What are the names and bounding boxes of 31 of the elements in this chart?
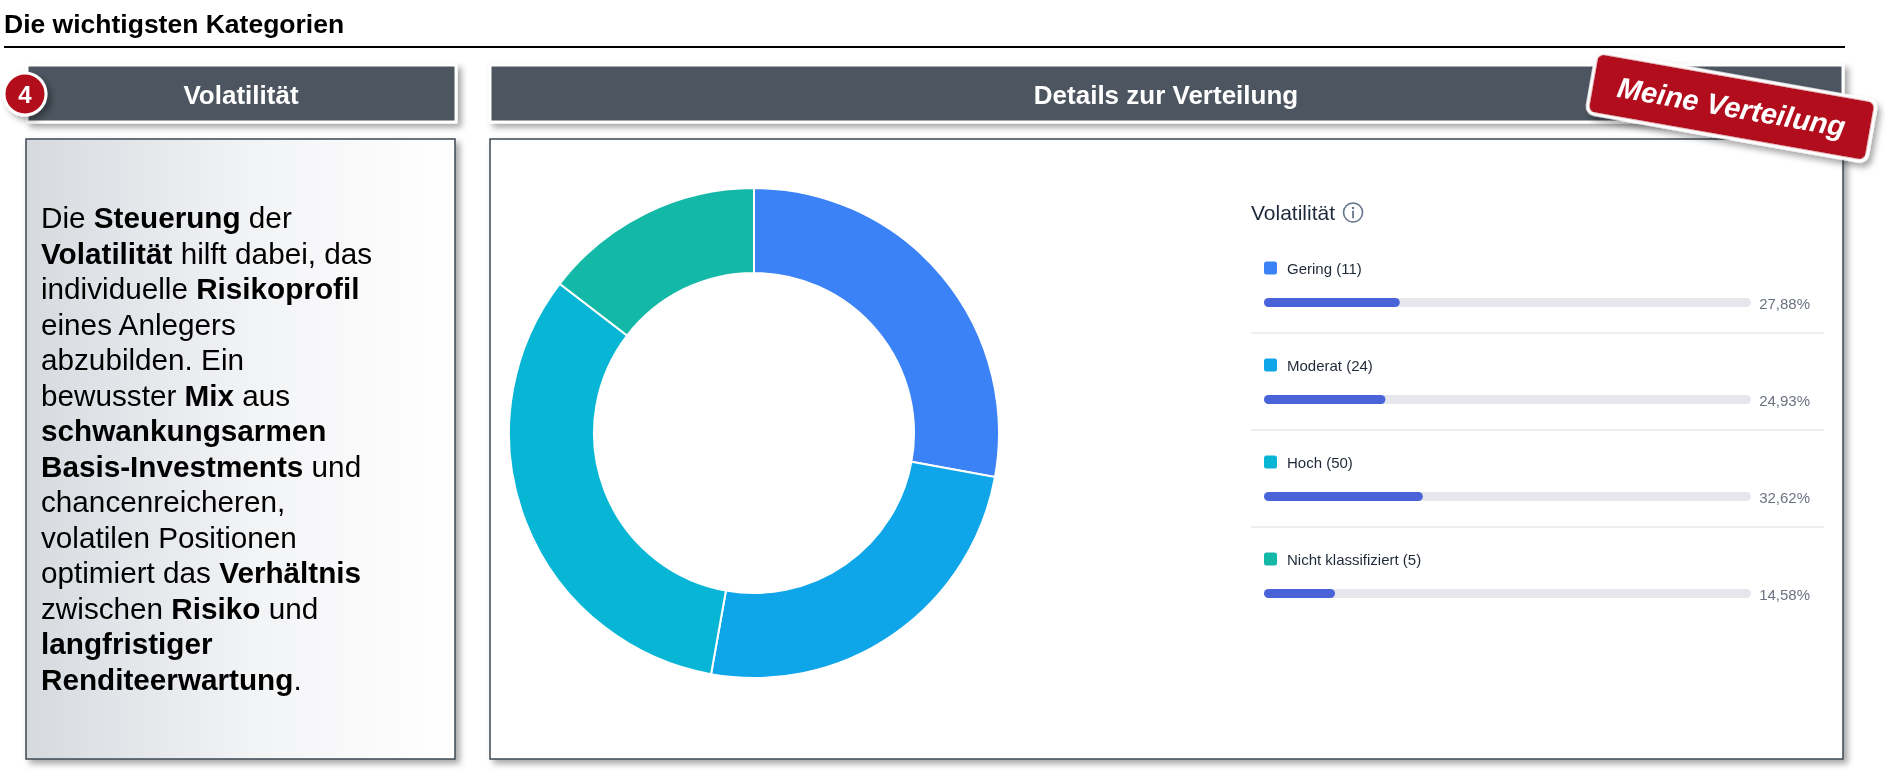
bar [1264,492,1423,501]
legend-label: Nicht klassifiziert (5) [1287,551,1422,568]
text: und [260,591,319,625]
text: langfristiger Renditeerwartung [41,627,294,696]
bar [1264,395,1386,404]
text: Risiko [163,591,261,625]
text: Meine Verteilung [1614,71,1849,143]
text: Risikoprofil [187,272,360,306]
chart-title: Details zur Verteilung [1033,80,1299,110]
data-label: 27,88% [1759,294,1810,312]
bar [1264,589,1335,598]
text: Mix [176,378,235,412]
legend-label: Moderat (24) [1287,357,1373,374]
text: 4 [18,80,33,108]
legend-label: Hoch (50) [1287,454,1353,471]
text: Die [41,201,86,235]
text: zwischen [41,591,164,625]
text: Steuerung [85,201,241,235]
data-label: 14,58% [1759,585,1810,603]
text: Verhältnis [210,556,362,590]
text: Die wichtigsten Kategorien [4,9,345,39]
text: Volatilität [183,80,299,110]
legend-title: Volatilität [1251,201,1336,224]
data-label: 32,62% [1759,488,1810,506]
text: . [293,662,302,696]
bar [1264,298,1400,307]
text: Volatilität [41,236,173,270]
text: der [240,201,292,235]
legend-label: Gering (11) [1287,260,1362,277]
data-label: 24,93% [1759,391,1810,409]
text: aus [234,378,291,412]
